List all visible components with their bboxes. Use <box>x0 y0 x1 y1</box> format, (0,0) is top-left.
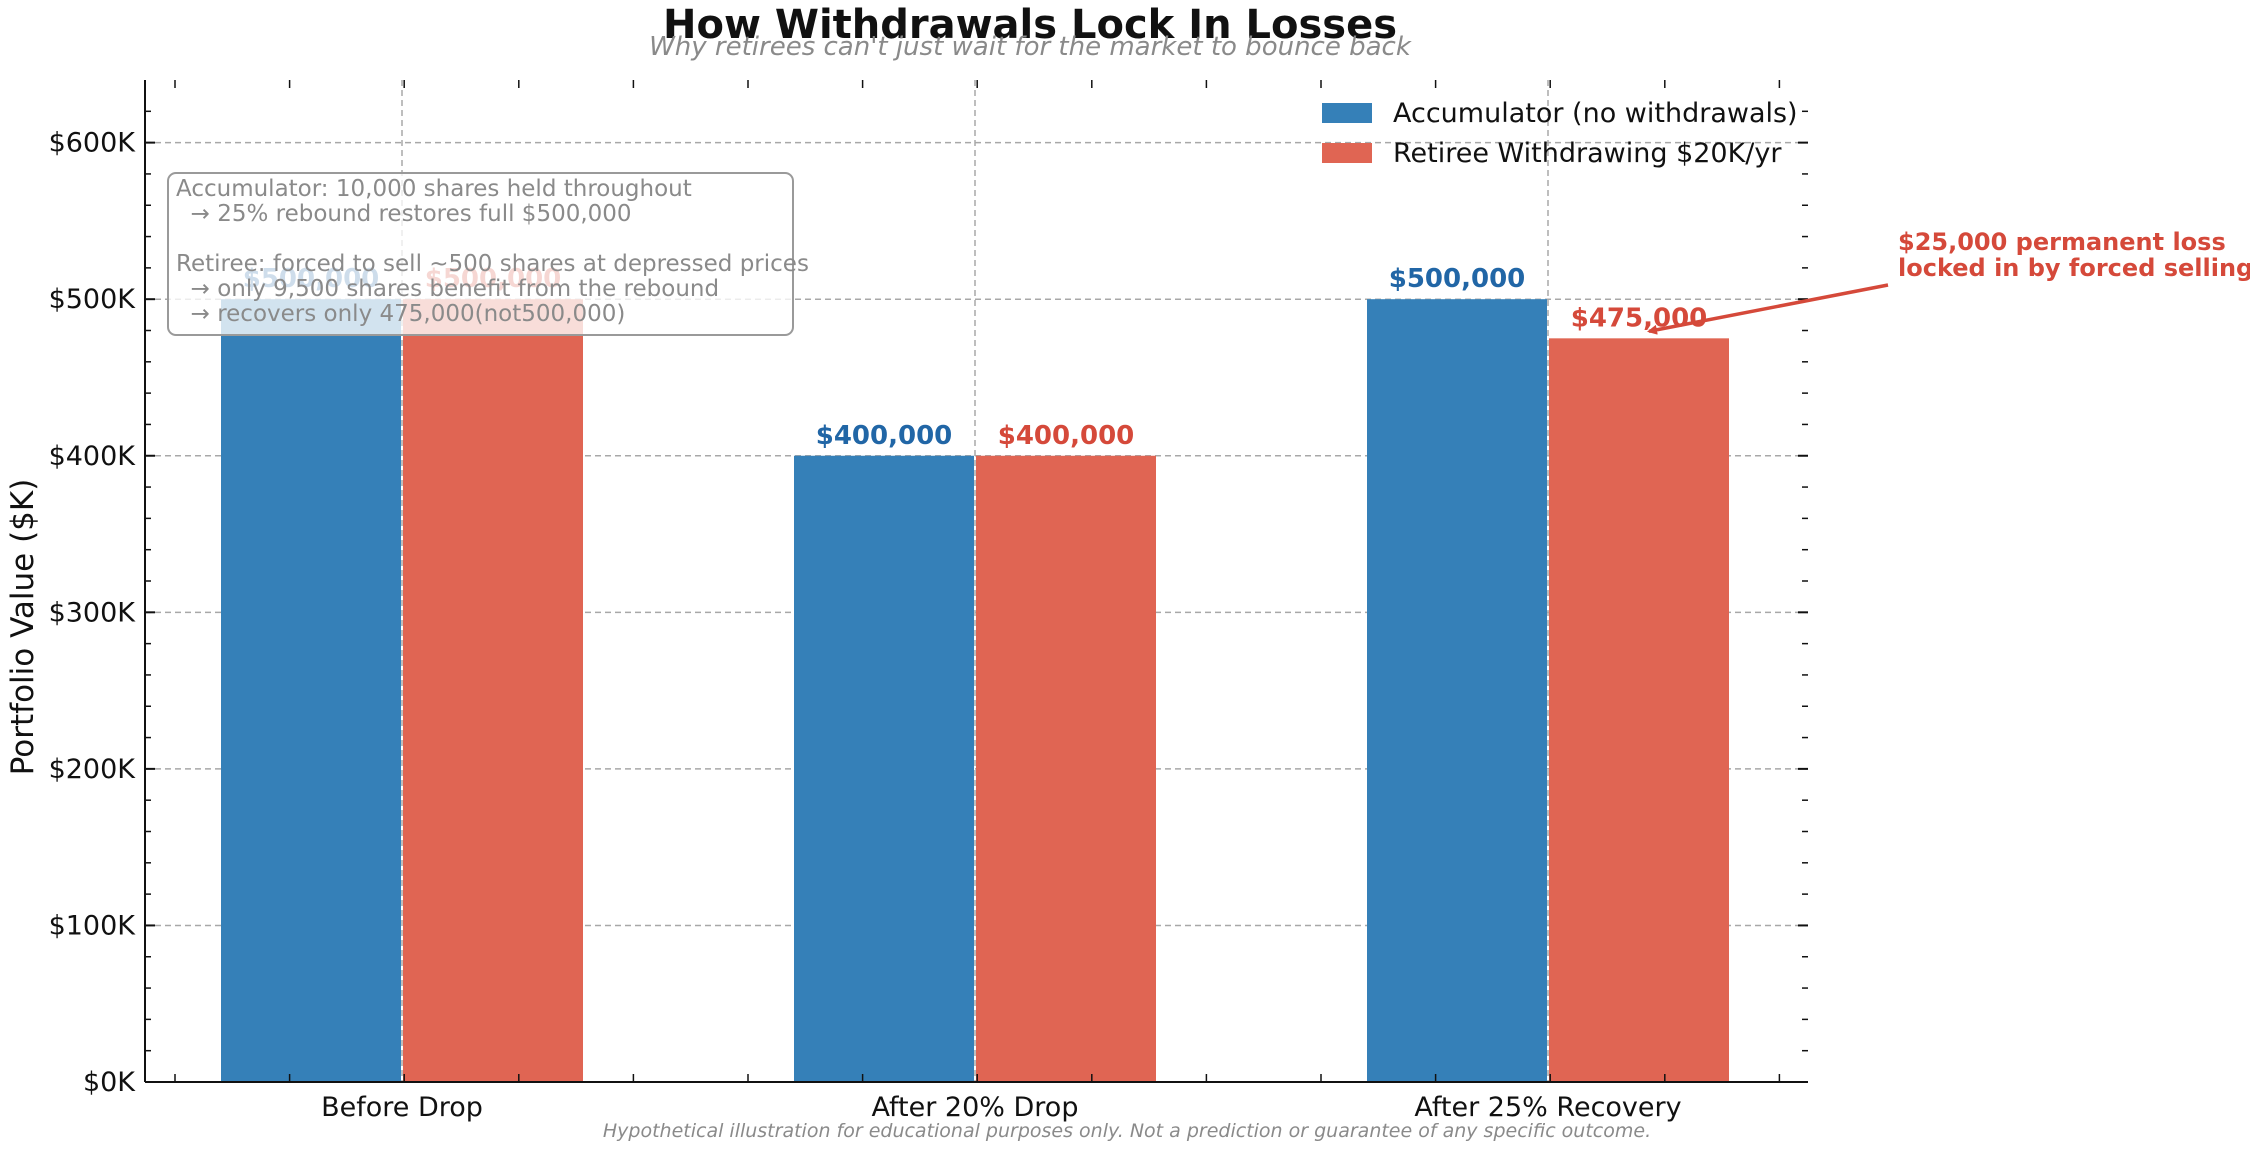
y-tick-label: $400K <box>49 441 137 472</box>
y-tick-label: $0K <box>83 1067 136 1098</box>
bar-retiree-1 <box>976 455 1156 1082</box>
x-tick-label: After 25% Recovery <box>1414 1092 1681 1123</box>
data-label: $400,000 <box>816 421 953 451</box>
bars <box>221 299 1729 1082</box>
bar-retiree-2 <box>1549 338 1729 1082</box>
data-label: $500,000 <box>1389 264 1526 294</box>
y-tick-label: $500K <box>49 284 137 315</box>
annotation-arrow <box>1647 283 1889 335</box>
legend-label: Retiree Withdrawing $20K/yr <box>1393 138 1782 169</box>
y-tick-label: $100K <box>49 910 137 941</box>
data-label: $475,000 <box>1571 303 1708 333</box>
bar-accumulator-1 <box>794 455 974 1082</box>
note-line: Retiree: forced to sell ~500 shares at d… <box>176 251 809 277</box>
note-box: Accumulator: 10,000 shares held througho… <box>167 172 809 336</box>
chart-title: How Withdrawals Lock In Losses <box>663 2 1397 48</box>
note-line: → recovers only 475,000(not500,000) <box>176 301 625 327</box>
x-tick-label: Before Drop <box>321 1092 483 1123</box>
legend-swatch <box>1322 143 1372 163</box>
legend: Accumulator (no withdrawals) Retiree With… <box>1322 98 1798 169</box>
bar-accumulator-2 <box>1367 299 1547 1082</box>
y-tick-label: $300K <box>49 597 137 628</box>
axes: $0K $100K $200K $300K $400K $500K $600K Before … <box>49 80 1808 1123</box>
x-tick-label: After 20% Drop <box>872 1092 1079 1123</box>
annotation-text: locked in by forced selling <box>1898 254 2250 282</box>
legend-swatch <box>1322 103 1372 123</box>
chart-subtitle: Why retirees can't just wait for the mar… <box>649 32 1412 62</box>
footer-disclaimer: Hypothetical illustration for educationa… <box>603 1120 1651 1142</box>
y-tick-label: $600K <box>49 128 137 159</box>
bar-accumulator-0 <box>221 299 401 1082</box>
note-line: → 25% rebound restores full $500,000 <box>176 201 632 227</box>
y-tick-label: $200K <box>49 754 137 785</box>
note-box-frame <box>167 172 794 336</box>
annotation-text: $25,000 permanent loss <box>1898 228 2226 256</box>
data-label: $400,000 <box>998 421 1135 451</box>
note-line: Accumulator: 10,000 shares held througho… <box>176 176 692 202</box>
note-line: → only 9,500 shares benefit from the reb… <box>176 276 719 302</box>
legend-label: Accumulator (no withdrawals) <box>1393 98 1798 129</box>
y-axis-title: Portfolio Value ($K) <box>5 479 41 776</box>
bar-retiree-0 <box>403 299 583 1082</box>
